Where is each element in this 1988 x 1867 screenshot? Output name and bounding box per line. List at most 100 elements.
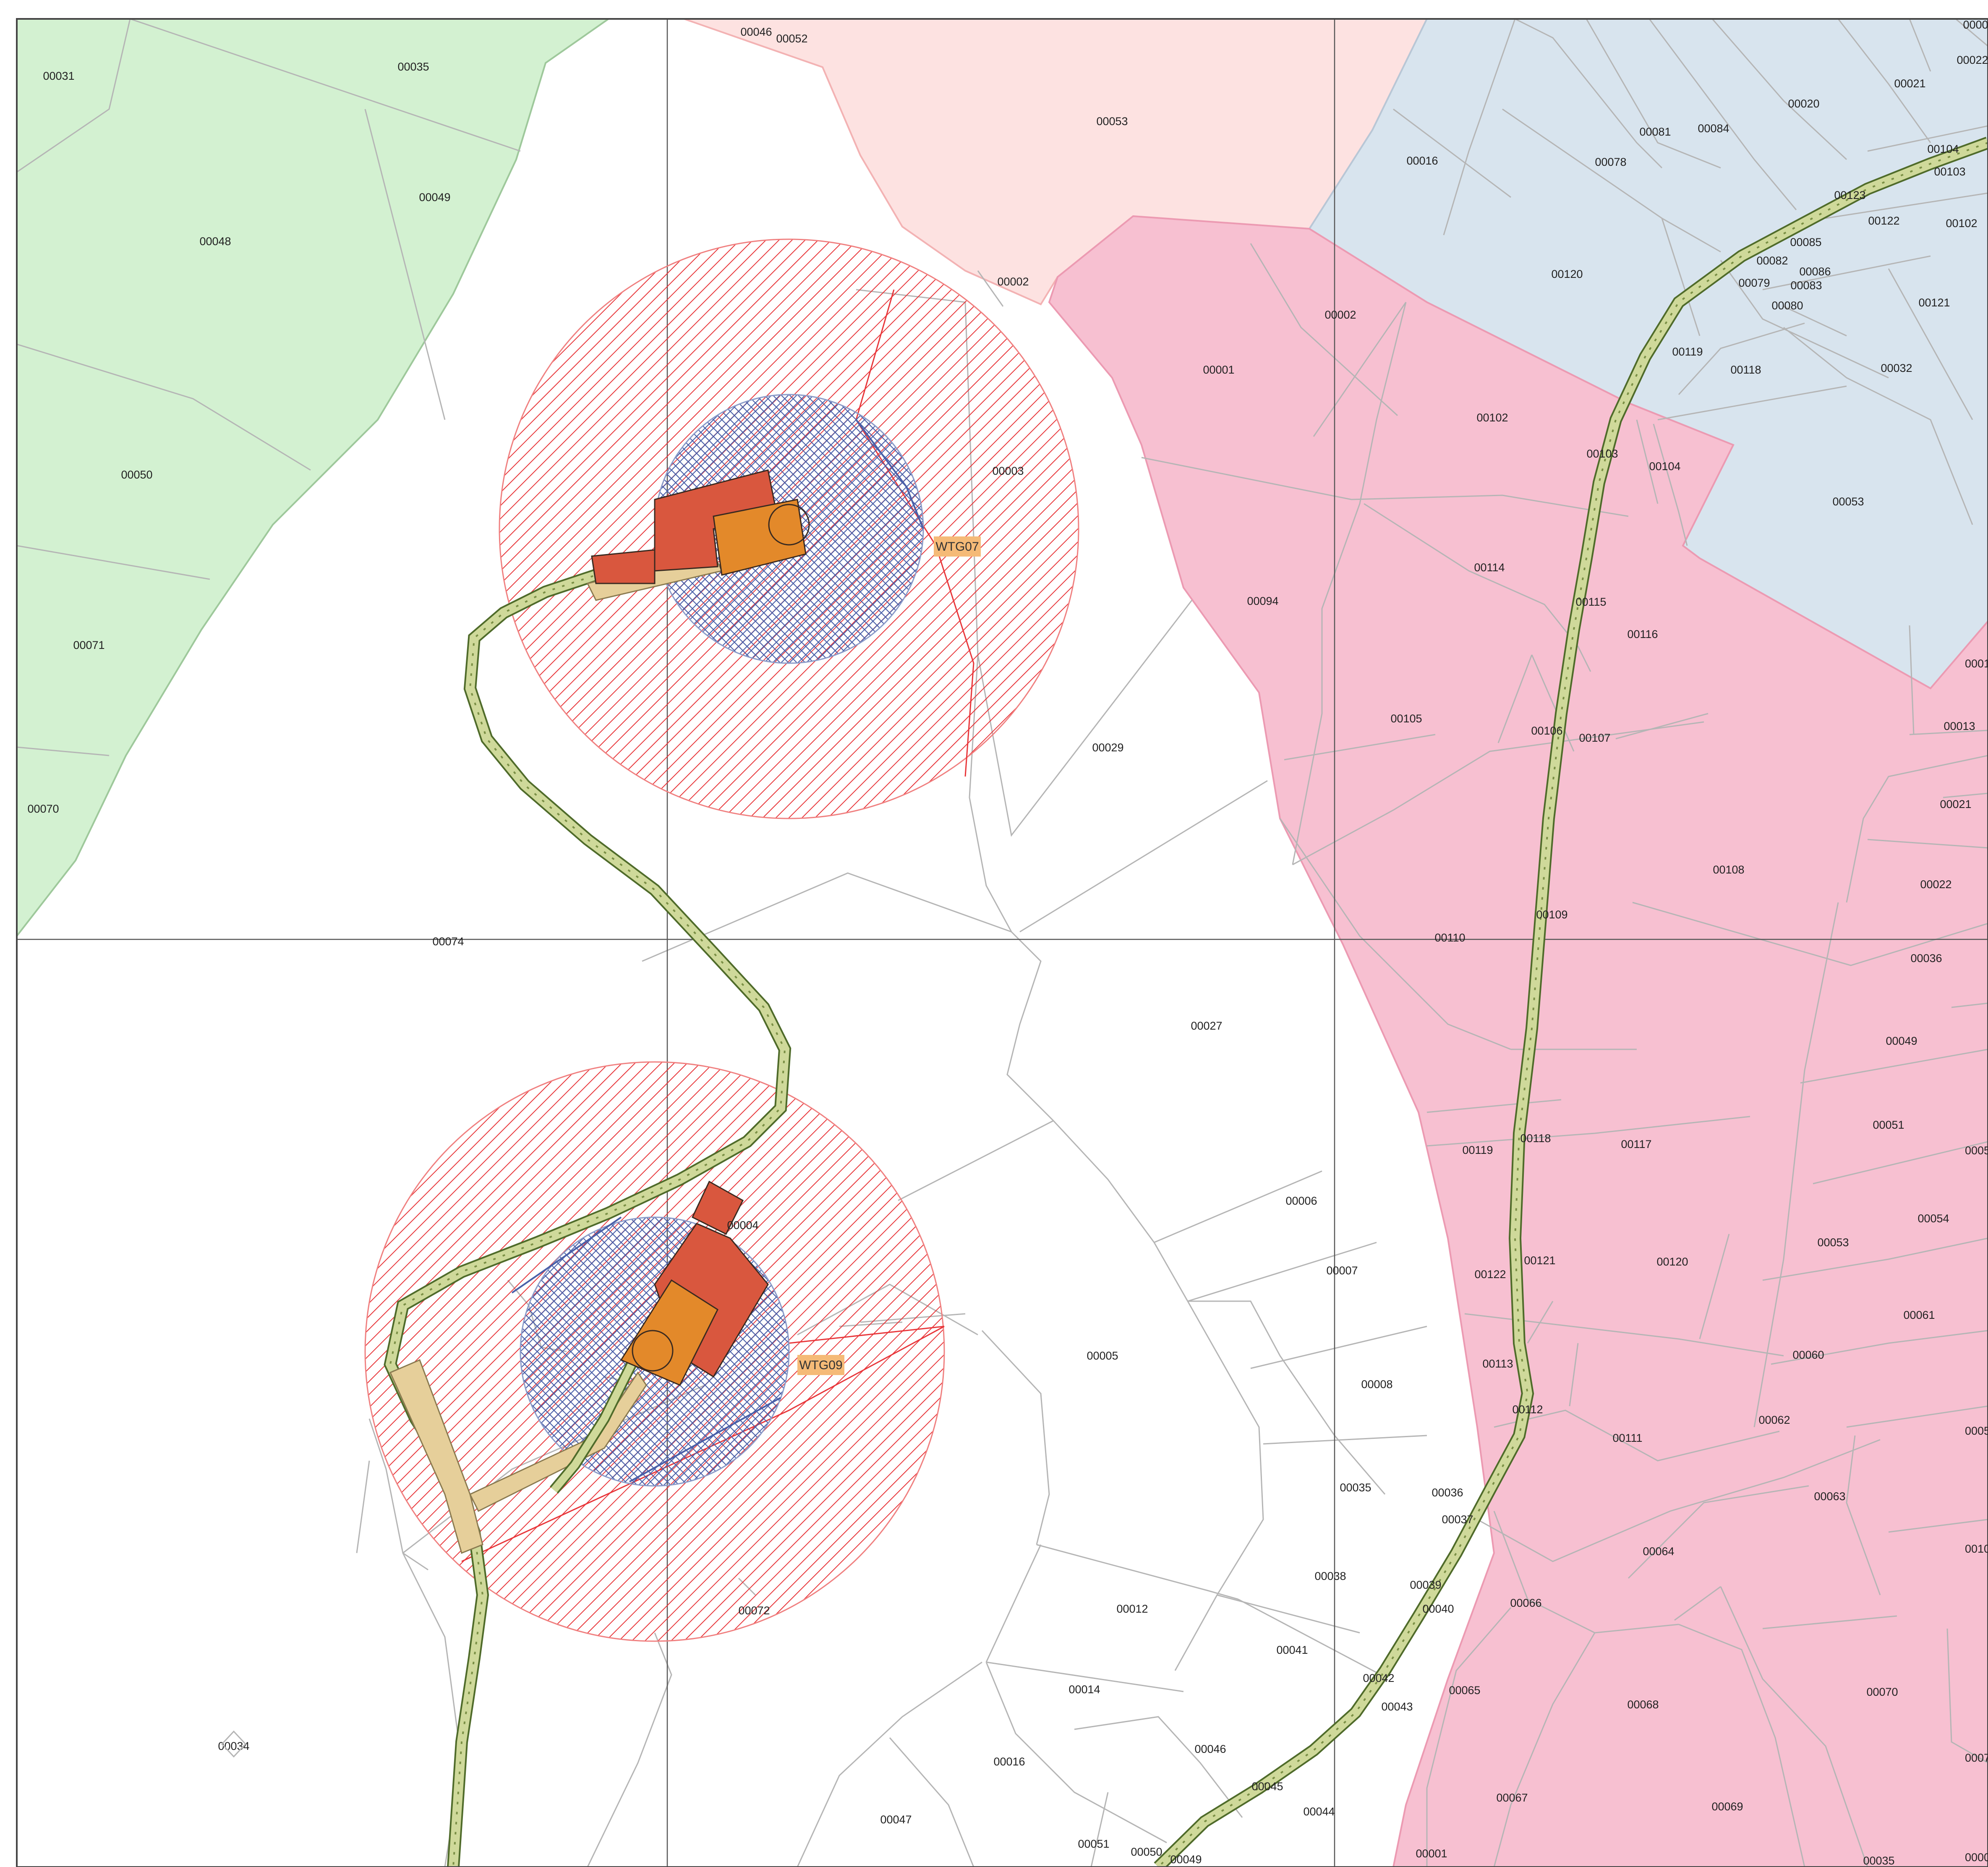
parcel-label[interactable]: 00106 [1531, 724, 1562, 737]
parcel-label[interactable]: 00029 [1092, 741, 1123, 754]
parcel-label[interactable]: 0000 [1965, 1851, 1988, 1864]
parcel-label[interactable]: 00037 [1442, 1513, 1473, 1526]
parcel-label[interactable]: 00070 [27, 803, 59, 815]
parcel-label[interactable]: 00081 [1639, 126, 1671, 138]
parcel-label[interactable]: 00005 [1087, 1349, 1118, 1362]
parcel-label[interactable]: 00012 [1116, 1603, 1148, 1615]
parcel-label[interactable]: 00044 [1303, 1805, 1335, 1818]
parcel-label[interactable]: 00051 [1873, 1119, 1904, 1131]
parcel-label[interactable]: 00118 [1520, 1132, 1551, 1145]
parcel-label[interactable]: 00031 [43, 70, 74, 82]
parcel-label[interactable]: 00041 [1276, 1644, 1308, 1656]
parcel-label[interactable]: 00108 [1713, 863, 1744, 876]
parcel-label[interactable]: 00118 [1730, 363, 1761, 376]
parcel-label[interactable]: 00062 [1758, 1414, 1790, 1426]
parcel-label[interactable]: 00022 [1920, 878, 1951, 891]
parcel-label[interactable]: 00048 [199, 235, 231, 248]
parcel-label[interactable]: 00120 [1656, 1255, 1688, 1268]
parcel-label[interactable]: 00104 [1927, 143, 1959, 155]
parcel-label[interactable]: 00002 [997, 275, 1029, 288]
parcel-label[interactable]: 00049 [1170, 1853, 1202, 1866]
parcel-label[interactable]: 00094 [1247, 595, 1278, 607]
parcel-label[interactable]: 00047 [880, 1813, 912, 1826]
parcel-label[interactable]: 00122 [1868, 214, 1899, 227]
parcel-label[interactable]: 00102 [1946, 217, 1977, 230]
parcel-label[interactable]: 00045 [1251, 1780, 1283, 1793]
parcel-label[interactable]: 0001 [1965, 657, 1988, 670]
parcel-label[interactable]: 00035 [1340, 1481, 1371, 1494]
parcel-label[interactable]: 00084 [1698, 122, 1729, 135]
parcel-label[interactable]: 00121 [1918, 296, 1950, 309]
parcel-label[interactable]: 00069 [1711, 1800, 1743, 1813]
parcel-label[interactable]: 00046 [740, 26, 772, 38]
parcel-label[interactable]: 00114 [1474, 561, 1505, 574]
parcel-label[interactable]: 00002 [1963, 18, 1988, 31]
parcel-label[interactable]: 00006 [1285, 1195, 1317, 1207]
parcel-label[interactable]: 00061 [1903, 1309, 1935, 1321]
parcel-label[interactable]: 00115 [1575, 596, 1606, 608]
wtg07-label[interactable]: WTG07 [934, 536, 981, 557]
parcel-label[interactable]: 00021 [1940, 798, 1971, 811]
parcel-label[interactable]: 0005 [1965, 1144, 1988, 1157]
parcel-label[interactable]: 00022 [1957, 54, 1988, 66]
parcel-label[interactable]: 00123 [1834, 189, 1865, 201]
parcel-label[interactable]: 00049 [1886, 1035, 1917, 1047]
parcel-label[interactable]: 00080 [1771, 299, 1803, 312]
parcel-label[interactable]: 00053 [1832, 495, 1864, 508]
parcel-label[interactable]: 00042 [1363, 1672, 1394, 1684]
parcel-label[interactable]: 00104 [1649, 460, 1680, 473]
parcel-label[interactable]: 00086 [1799, 265, 1831, 278]
parcel-label[interactable]: 0005 [1965, 1425, 1988, 1437]
parcel-label[interactable]: 00103 [1934, 165, 1965, 178]
parcel-label[interactable]: 00014 [1068, 1683, 1100, 1696]
parcel-label[interactable]: 00003 [992, 465, 1024, 477]
parcel-label[interactable]: 00004 [727, 1219, 758, 1232]
parcel-label[interactable]: 0010 [1965, 1543, 1988, 1555]
parcel-label[interactable]: 00053 [1096, 115, 1128, 128]
parcel-label[interactable]: 00043 [1381, 1700, 1413, 1713]
parcel-label[interactable]: 00038 [1314, 1570, 1346, 1582]
parcel-label[interactable]: 00064 [1643, 1545, 1674, 1558]
parcel-label[interactable]: 00020 [1788, 97, 1819, 110]
parcel-label[interactable]: 00013 [1944, 720, 1975, 732]
parcel-label[interactable]: 00072 [738, 1604, 770, 1617]
parcel-label[interactable]: 00034 [218, 1740, 249, 1752]
parcel-label[interactable]: 00078 [1595, 156, 1626, 168]
parcel-label[interactable]: 00035 [1863, 1854, 1894, 1867]
parcel-label[interactable]: 00079 [1738, 277, 1770, 289]
parcel-label[interactable]: 00065 [1449, 1684, 1480, 1697]
parcel-label[interactable]: 00068 [1627, 1698, 1659, 1711]
parcel-label[interactable]: 00085 [1790, 236, 1821, 248]
parcel-label[interactable]: 00049 [419, 191, 450, 204]
parcel-label[interactable]: 00117 [1621, 1138, 1651, 1151]
parcel-label[interactable]: 00060 [1792, 1349, 1824, 1361]
parcel-label[interactable]: 00007 [1326, 1264, 1358, 1277]
parcel-label[interactable]: 00051 [1078, 1838, 1109, 1850]
parcel-label[interactable]: 00016 [1406, 154, 1438, 167]
parcel-label[interactable]: 00054 [1917, 1212, 1949, 1225]
parcel-label[interactable]: 00120 [1551, 268, 1583, 280]
parcel-label[interactable]: 0007 [1965, 1752, 1988, 1764]
parcel-label[interactable]: 00119 [1462, 1144, 1493, 1156]
parcel-label[interactable]: 00035 [397, 60, 429, 73]
parcel-label[interactable]: 00107 [1579, 732, 1610, 744]
parcel-label[interactable]: 00001 [1416, 1847, 1447, 1860]
parcel-label[interactable]: 00008 [1361, 1378, 1392, 1391]
parcel-label[interactable]: 00102 [1476, 411, 1508, 424]
parcel-label[interactable]: 00040 [1422, 1603, 1454, 1615]
parcel-label[interactable]: 00121 [1524, 1254, 1555, 1267]
parcel-label[interactable]: 00074 [432, 935, 464, 948]
parcel-label[interactable]: 00116 [1627, 628, 1658, 641]
parcel-label[interactable]: 00103 [1586, 447, 1618, 460]
parcel-label[interactable]: 00050 [1131, 1846, 1162, 1858]
parcel-label[interactable]: 00002 [1324, 309, 1356, 321]
parcel-label[interactable]: 00109 [1536, 908, 1567, 921]
parcel-label[interactable]: 00036 [1432, 1486, 1463, 1499]
parcel-label[interactable]: 00027 [1191, 1020, 1222, 1032]
parcel-label[interactable]: 00111 [1612, 1432, 1642, 1444]
parcel-label[interactable]: 00105 [1390, 712, 1422, 725]
parcel-label[interactable]: 00036 [1910, 952, 1942, 965]
parcel-label[interactable]: 00083 [1790, 279, 1822, 292]
parcel-label[interactable]: 00112 [1512, 1403, 1543, 1416]
parcel-label[interactable]: 00046 [1194, 1743, 1226, 1755]
